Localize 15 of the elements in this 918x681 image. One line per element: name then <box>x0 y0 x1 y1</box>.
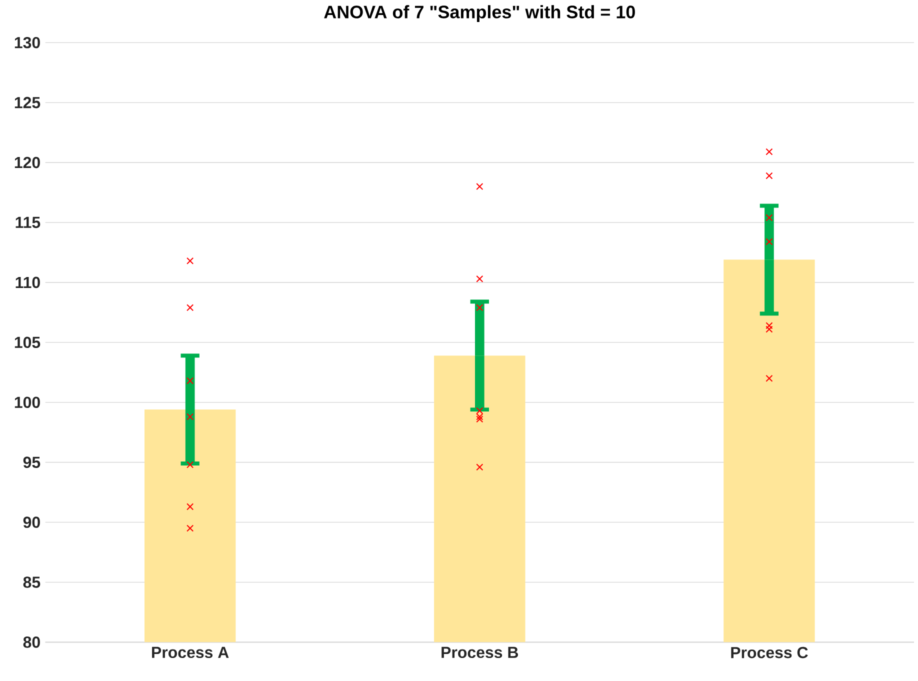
y-tick-label: 125 <box>14 97 40 108</box>
chart-title: ANOVA of 7 "Samples" with Std = 10 <box>324 5 635 22</box>
x-tick-label: Process A <box>152 646 229 658</box>
y-tick-label: 115 <box>16 217 40 228</box>
y-tick-label: 90 <box>23 516 40 528</box>
y-tick-label: 80 <box>23 636 40 648</box>
y-tick-label: 85 <box>23 576 40 588</box>
y-tick-label: 120 <box>14 156 40 168</box>
y-tick-label: 130 <box>14 37 40 48</box>
y-tick-label: 105 <box>14 336 40 348</box>
x-tick-label: Process C <box>731 646 808 658</box>
y-tick-label: 110 <box>16 276 40 288</box>
y-tick-label: 95 <box>23 456 40 468</box>
y-tick-label: 100 <box>14 396 40 408</box>
x-tick-label: Process B <box>442 646 518 658</box>
